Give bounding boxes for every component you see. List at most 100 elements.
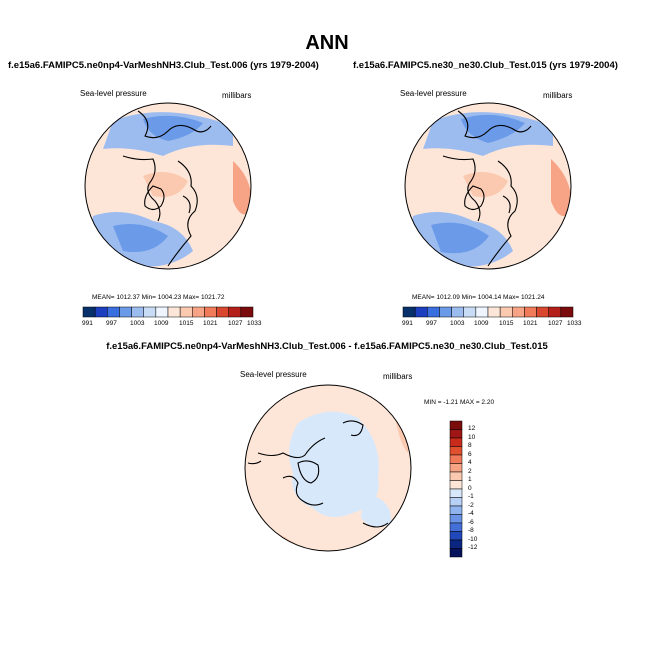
panel-2-colorbar — [402, 306, 574, 318]
panel-2-colorbar-label: 1015 — [499, 320, 514, 327]
colorbar-swatch — [449, 548, 463, 558]
colorbar-swatch — [449, 463, 463, 473]
panel-1-high-east — [233, 161, 251, 215]
panel-2-colorbar-label: 1003 — [450, 320, 465, 327]
diff-colorbar-label: -4 — [468, 510, 474, 517]
panel-2-map-border — [404, 102, 572, 270]
diff-colorbar-label: 6 — [468, 450, 472, 458]
panel-2-coastlines — [442, 110, 532, 267]
panel-1-colorbar-label: 997 — [106, 320, 117, 327]
colorbar-swatch — [449, 446, 463, 456]
colorbar-swatch — [449, 429, 463, 439]
figure-title: ANN — [305, 32, 349, 54]
colorbar-swatch — [475, 306, 489, 318]
colorbar-swatch — [107, 306, 120, 318]
panel-1-colorbar-label: 1015 — [179, 320, 194, 327]
colorbar-swatch — [524, 306, 537, 318]
diff-colorbar-label: -12 — [468, 544, 478, 551]
panel-2-colorbar-label: 1021 — [523, 320, 538, 327]
panel-1-colorbar-label: 1033 — [247, 320, 262, 327]
diff-colorbar-label: 2 — [468, 467, 472, 475]
panel-1-colorbar-labels: 991 997 1003 1009 1015 1021 1027 1033 — [82, 320, 261, 330]
colorbar-swatch — [560, 306, 574, 318]
colorbar-swatch — [204, 306, 217, 318]
panel-2-units-label: millibars — [543, 91, 573, 100]
diff-colorbar-label: -1 — [468, 493, 474, 500]
panel-2-colorbar-labels: 991 997 1003 1009 1015 1021 1027 1033 — [402, 320, 581, 330]
panel-1-case-title: f.e15a6.FAMIPC5.ne0np4-VarMeshNH3.Club_T… — [8, 60, 319, 71]
panel-1-colorbar — [82, 306, 254, 318]
colorbar-swatch — [131, 306, 144, 318]
diff-colorbar-label: 1 — [468, 476, 472, 483]
panel-1-colorbar-label: 1027 — [228, 320, 243, 327]
diff-colorbar-label: 4 — [468, 459, 472, 466]
colorbar-swatch — [414, 306, 428, 318]
diff-colorbar-label: 8 — [468, 442, 472, 449]
panel-1-units-label: millibars — [222, 91, 252, 100]
colorbar-swatch — [179, 306, 193, 318]
colorbar-swatch — [451, 306, 464, 318]
panel-2-map — [404, 102, 572, 270]
diff-negative-region — [289, 411, 379, 517]
colorbar-swatch — [167, 306, 181, 318]
colorbar-swatch — [449, 437, 463, 447]
colorbar-swatch — [216, 306, 229, 318]
colorbar-swatch — [228, 306, 242, 318]
panel-2-stats: MEAN= 1012.09 Min= 1004.14 Max= 1021.24 — [412, 294, 545, 301]
diff-units-label: millibars — [383, 372, 413, 381]
diff-colorbar — [449, 420, 463, 558]
panel-2-colorbar-label: 1027 — [548, 320, 563, 327]
colorbar-swatch — [94, 306, 108, 318]
colorbar-swatch — [449, 420, 463, 430]
colorbar-swatch — [449, 505, 463, 515]
panel-2-colorbar-label: 1033 — [567, 320, 582, 327]
diff-negative-region-east — [361, 493, 392, 527]
diff-stats: MIN = -1.21 MAX = 2.20 — [424, 399, 495, 406]
diff-colorbar-label: -8 — [468, 527, 474, 534]
panel-1-colorbar-label: 1021 — [203, 320, 218, 327]
diff-variable-label: Sea-level pressure — [240, 370, 307, 379]
colorbar-swatch — [82, 306, 96, 318]
panel-1-stats: MEAN= 1012.37 Min= 1004.23 Max= 1021.72 — [92, 294, 225, 301]
panel-1-colorbar-label: 991 — [82, 320, 93, 327]
diff-colorbar-label: 0 — [468, 484, 472, 492]
diff-colorbar-label: -10 — [468, 535, 478, 543]
diff-colorbar-label: 10 — [468, 433, 476, 441]
panel-1-colorbar-label: 1009 — [154, 320, 169, 327]
diff-coastlines — [247, 420, 389, 528]
panel-2-high-center — [463, 172, 508, 197]
colorbar-swatch — [449, 497, 463, 507]
panel-2-colorbar-label: 1009 — [474, 320, 489, 327]
colorbar-swatch — [449, 454, 463, 464]
colorbar-swatch — [449, 480, 463, 490]
colorbar-swatch — [512, 306, 525, 318]
colorbar-swatch — [402, 306, 416, 318]
diff-case-title: f.e15a6.FAMIPC5.ne0np4-VarMeshNH3.Club_T… — [106, 341, 548, 352]
colorbar-swatch — [449, 514, 463, 524]
diff-colorbar-label: -6 — [468, 518, 474, 526]
panel-2-case-title: f.e15a6.FAMIPC5.ne30_ne30.Club_Test.015 … — [353, 60, 618, 71]
diff-colorbar-label: -2 — [468, 501, 474, 509]
colorbar-swatch — [192, 306, 205, 318]
diff-map — [244, 384, 412, 552]
panel-1-low-south-core — [113, 223, 168, 252]
colorbar-swatch — [427, 306, 440, 318]
colorbar-swatch — [449, 522, 463, 532]
colorbar-swatch — [449, 539, 463, 549]
colorbar-swatch — [536, 306, 549, 318]
panel-1-map-border — [84, 102, 252, 270]
colorbar-swatch — [240, 306, 254, 318]
panel-1-low-north-core — [143, 115, 203, 141]
diff-map-border — [244, 384, 412, 552]
panel-2-low-north-core — [461, 114, 525, 143]
colorbar-swatch — [499, 306, 513, 318]
colorbar-swatch — [548, 306, 562, 318]
diff-colorbar-label: 12 — [468, 425, 476, 432]
colorbar-swatch — [439, 306, 452, 318]
colorbar-swatch — [449, 471, 463, 481]
panel-1-colorbar-label: 1003 — [130, 320, 145, 327]
panel-1-variable-label: Sea-level pressure — [80, 89, 147, 98]
panel-2-low-south-core — [431, 222, 489, 254]
panel-1-coastlines — [122, 110, 212, 267]
panel-2-colorbar-label: 997 — [426, 320, 437, 327]
